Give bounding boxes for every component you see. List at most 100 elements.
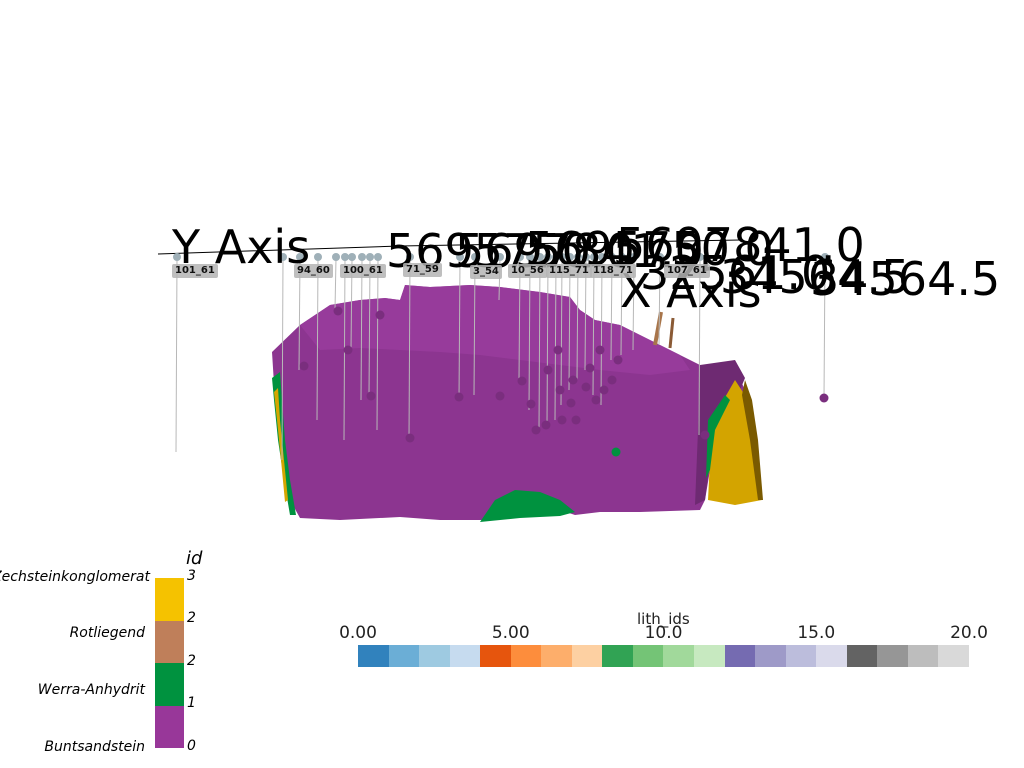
- well-label: 101_61: [172, 264, 218, 278]
- colorbar-swatch: [571, 645, 603, 667]
- formation-legend-bar: [155, 578, 184, 748]
- well-label: 10_56: [508, 264, 547, 278]
- well-head: [590, 253, 598, 261]
- well-label: 118_71: [590, 264, 636, 278]
- colorbar-swatch: [877, 645, 908, 667]
- well-trace: [316, 257, 319, 421]
- interface-point: [495, 391, 505, 401]
- well-heads: [173, 253, 829, 261]
- colorbar-swatch: [480, 645, 511, 667]
- interface-point: [700, 430, 710, 440]
- lith-ids-colorbar: [358, 645, 969, 667]
- interface-point: [543, 365, 553, 375]
- interface-point: [526, 399, 536, 409]
- interface-point: [555, 385, 565, 395]
- y-axis-line: [157, 245, 401, 255]
- well-head: [279, 253, 287, 261]
- well-label: 3_54: [470, 265, 502, 279]
- interface-point: [566, 398, 576, 408]
- well-trace: [576, 257, 579, 381]
- well-trace: [473, 257, 476, 396]
- y-axis-title: Y Axis: [172, 220, 311, 274]
- well-trace: [568, 257, 571, 391]
- well-trace: [376, 257, 379, 431]
- interface-point: [585, 363, 595, 373]
- well-trace: [538, 257, 541, 431]
- colorbar-swatch: [449, 645, 481, 667]
- well-head: [618, 253, 626, 261]
- colorbar-swatch: [816, 645, 847, 667]
- colorbar-swatch: [694, 645, 725, 667]
- well-trace: [518, 257, 521, 381]
- well-label: 100_61: [340, 264, 386, 278]
- well-head: [374, 253, 382, 261]
- well-label: 107_61: [664, 264, 710, 278]
- well-head: [358, 253, 366, 261]
- interface-point: [553, 345, 563, 355]
- interface-point: [581, 382, 591, 392]
- interface-point: [607, 375, 617, 385]
- interface-point: [343, 345, 353, 355]
- well-trace: [360, 257, 363, 401]
- interface-point: [454, 392, 464, 402]
- interface-point: [591, 395, 601, 405]
- colorbar-tick-label: 5.00: [491, 623, 530, 643]
- well-lines: [175, 257, 826, 461]
- legend-swatch-werra-anhydrit: [155, 663, 184, 706]
- anhydrit-east-edge: [706, 395, 730, 478]
- colorbar-swatch: [663, 645, 695, 667]
- x-axis-tick-2: 34564.5: [720, 250, 911, 304]
- interface-point: [405, 433, 415, 443]
- colorbar-swatch: [541, 645, 572, 667]
- colorbar-swatch: [785, 645, 817, 667]
- well-trace: [658, 257, 661, 346]
- interface-point: [599, 385, 609, 395]
- colorbar-tick-label: 0.00: [339, 623, 377, 643]
- legend-label-rotliegend: Rotliegend: [69, 625, 145, 641]
- y-axis-tick-4: 5697841.0: [616, 218, 865, 272]
- colorbar-tick-label: 15.0: [797, 623, 836, 643]
- colorbar-swatch: [938, 645, 969, 667]
- buntsandstein-shading: [300, 285, 690, 375]
- well-head: [366, 253, 374, 261]
- well-head: [552, 253, 560, 261]
- interface-point: [531, 425, 541, 435]
- well-head: [598, 253, 606, 261]
- colorbar-swatch: [510, 645, 542, 667]
- well-head: [696, 253, 704, 261]
- well-trace: [334, 257, 337, 311]
- rotliegend-fragment-1: [653, 311, 663, 346]
- well-head: [341, 253, 349, 261]
- interface-point: [595, 345, 605, 355]
- well-trace: [698, 257, 701, 436]
- well-head: [536, 253, 544, 261]
- colorbar-swatch: [846, 645, 878, 667]
- well-head: [821, 253, 829, 261]
- colorbar-swatch: [602, 645, 633, 667]
- well-points: [299, 306, 829, 457]
- formation-legend-title: id: [186, 548, 203, 569]
- well-head: [526, 253, 534, 261]
- colorbar-swatch: [724, 645, 756, 667]
- legend-swatch-zechstein: [155, 578, 184, 621]
- legend-swatch-rotliegend: [155, 621, 184, 663]
- well-head: [630, 253, 638, 261]
- legend-tick: 2: [187, 653, 196, 669]
- interface-point: [571, 415, 581, 425]
- legend-label-zechstein: Zechsteinkonglomerat: [0, 569, 150, 585]
- well-trace: [554, 257, 557, 421]
- well-head: [296, 253, 304, 261]
- interface-point: [375, 310, 385, 320]
- well-head: [582, 253, 590, 261]
- interface-point: [557, 415, 567, 425]
- well-head: [406, 253, 414, 261]
- colorbar-swatch: [358, 645, 389, 667]
- colorbar-tick-label: 10.0: [644, 623, 683, 643]
- colorbar-tick-label: 20.0: [950, 623, 988, 643]
- well-trace: [175, 257, 178, 453]
- legend-label-buntsandstein: Buntsandstein: [44, 739, 145, 755]
- colorbar-title: lith_ids: [637, 610, 690, 628]
- interface-point: [819, 393, 829, 403]
- anhydrit-bottom-bulge: [480, 490, 575, 522]
